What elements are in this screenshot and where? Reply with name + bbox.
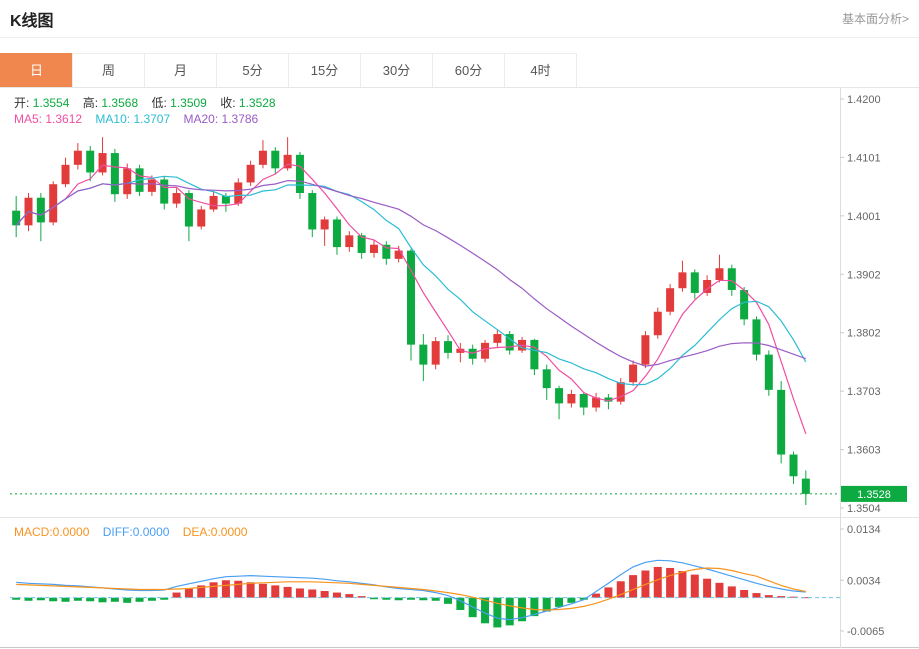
svg-text:0.0134: 0.0134 (847, 524, 881, 536)
svg-text:1.3703: 1.3703 (847, 386, 881, 398)
dea-line (16, 567, 806, 611)
svg-text:1.3802: 1.3802 (847, 328, 881, 340)
svg-text:1.4101: 1.4101 (847, 152, 881, 164)
tab-month[interactable]: 月 (144, 53, 216, 87)
page-title: K线图 (10, 12, 54, 30)
current-price-marker (841, 485, 907, 502)
current-price-value: 1.3528 (857, 489, 891, 501)
header: K线图 基本面分析> (0, 0, 919, 38)
svg-text:-0.0065: -0.0065 (847, 626, 884, 638)
tab-day[interactable]: 日 (0, 53, 72, 87)
tab-week[interactable]: 周 (72, 53, 144, 87)
svg-text:1.4200: 1.4200 (847, 94, 881, 106)
diff-line (16, 559, 806, 621)
fundamental-analysis-link[interactable]: 基本面分析> (841, 12, 909, 26)
tab-15min[interactable]: 15分 (288, 53, 360, 87)
ma20-line (15, 179, 807, 367)
svg-text:1.3603: 1.3603 (847, 445, 881, 457)
ma5-line (15, 163, 807, 434)
tab-4hour[interactable]: 4时 (504, 53, 577, 87)
tab-30min[interactable]: 30分 (360, 53, 432, 87)
tab-5min[interactable]: 5分 (216, 53, 288, 87)
price-axis-labels: 1.4200 1.4101 1.4001 1.3902 1.3802 1.3703 1.36… (840, 94, 881, 515)
svg-text:1.4001: 1.4001 (847, 211, 881, 223)
svg-text:1.3504: 1.3504 (847, 503, 881, 515)
svg-text:1.3902: 1.3902 (847, 269, 881, 281)
interval-tabbar: 日 周 月 5分 15分 30分 60分 4时 (0, 53, 919, 88)
candles (12, 137, 810, 506)
kline-chart-svg[interactable]: 1.4200 1.4101 1.4001 1.3902 1.3802 1.3703 1.36… (0, 88, 919, 649)
tab-60min[interactable]: 60分 (432, 53, 504, 87)
chart-area: 1.4200 1.4101 1.4001 1.3902 1.3802 1.3703 1.36… (0, 88, 919, 649)
macd-axis-labels: 0.0134 0.0034 -0.0065 (840, 524, 884, 638)
svg-text:0.0034: 0.0034 (847, 575, 881, 587)
macd-histogram (12, 566, 810, 628)
ma10-line (15, 175, 807, 386)
